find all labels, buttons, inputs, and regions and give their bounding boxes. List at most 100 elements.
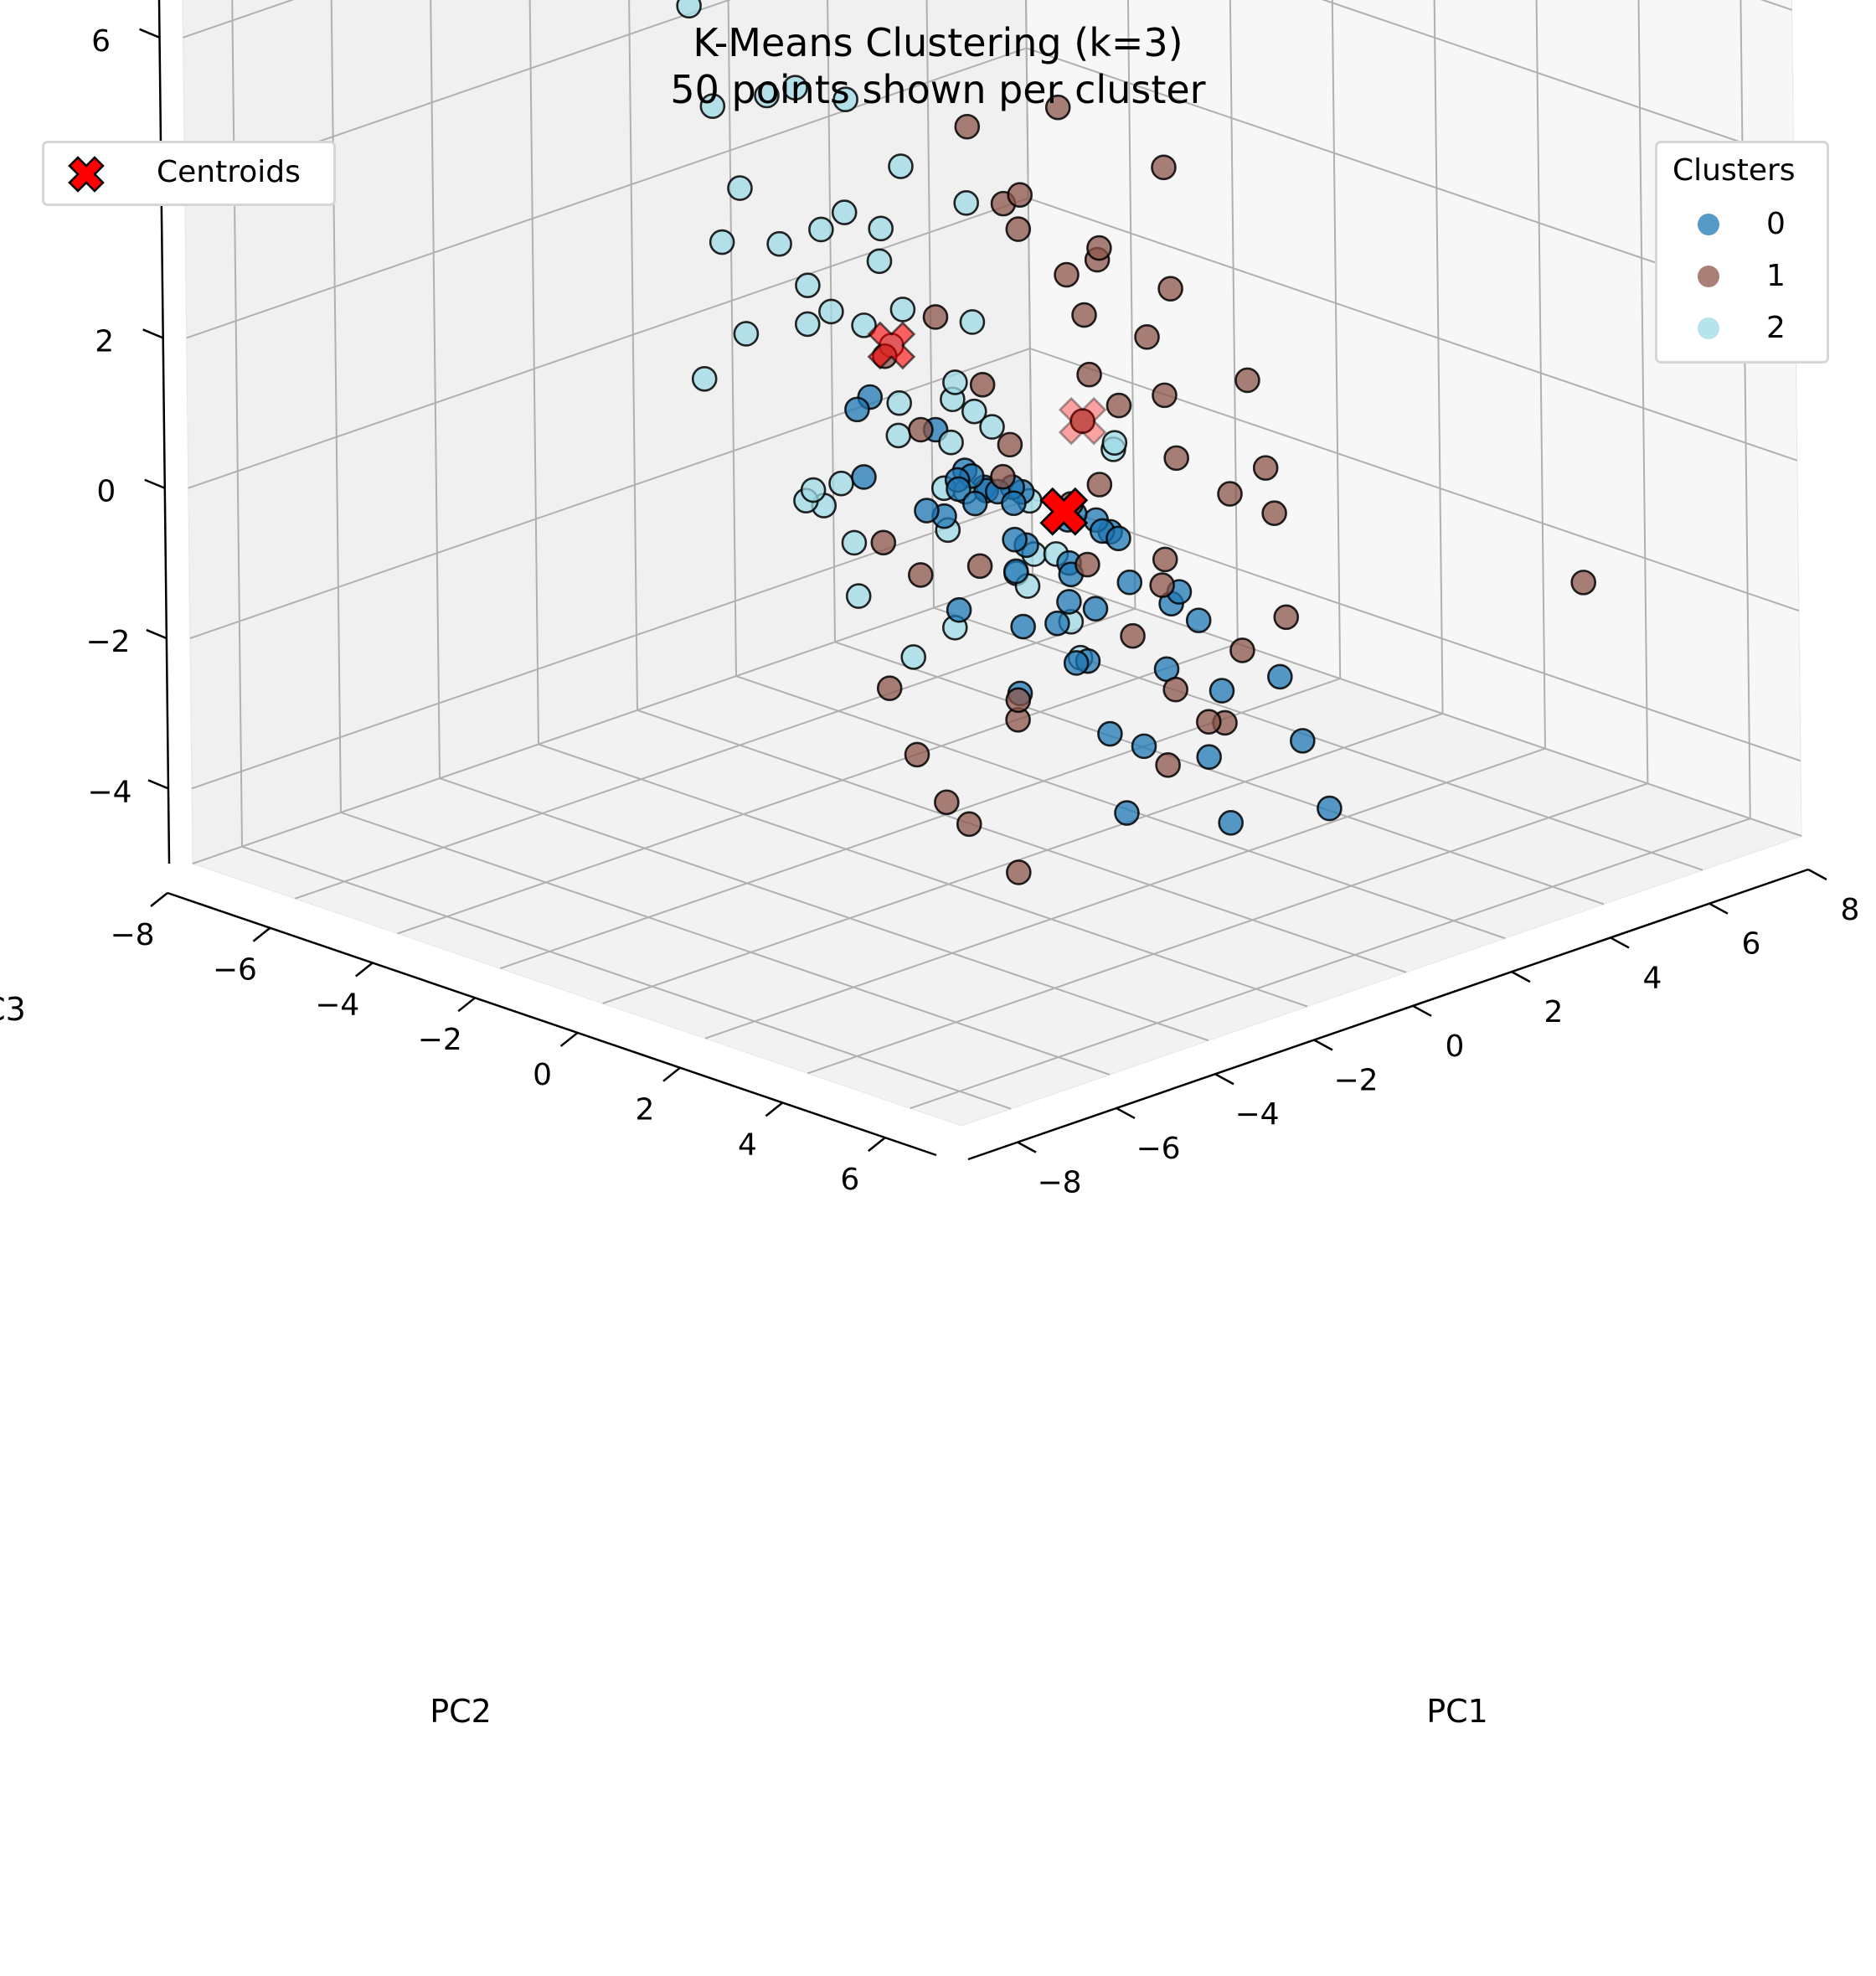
- z-axis-line: [157, 0, 171, 864]
- x-tick-mark: [1610, 936, 1630, 949]
- point-cluster-1: [1570, 570, 1596, 596]
- grid-line-y: [1126, 0, 1136, 609]
- point-cluster-2: [794, 311, 821, 338]
- point-cluster-1: [1229, 637, 1255, 663]
- point-cluster-2: [782, 75, 808, 101]
- grid-line-y: [397, 642, 1239, 935]
- grid-line-y: [1637, 0, 1649, 784]
- legend-label-0: 0: [1766, 207, 1786, 241]
- point-cluster-2: [818, 298, 844, 325]
- grid-line-y: [192, 573, 1033, 864]
- x-tick-label: 2: [1544, 995, 1564, 1029]
- point-cluster-1: [1149, 572, 1175, 598]
- point-cluster-2: [888, 153, 914, 179]
- point-cluster-1: [904, 741, 930, 768]
- point-cluster-0: [946, 596, 972, 623]
- point-cluster-2: [900, 644, 927, 670]
- point-cluster-0: [1114, 800, 1140, 826]
- point-cluster-1: [1076, 361, 1102, 388]
- point-cluster-2: [832, 86, 858, 113]
- grid-line-x: [538, 743, 1308, 1008]
- point-cluster-0: [1116, 569, 1143, 596]
- grid-line-x: [241, 845, 1012, 1110]
- centroid-legend-icon: [68, 156, 105, 193]
- grid-line-x: [1032, 573, 1802, 837]
- legend-entry-2: 2: [1698, 311, 1786, 345]
- z-tick-label: −4: [87, 775, 131, 809]
- point-cluster-0: [1063, 650, 1090, 676]
- point-cluster-2: [754, 82, 780, 109]
- grid-line-y: [1739, 0, 1751, 819]
- grid-line-y: [1535, 0, 1546, 749]
- point-cluster-0: [1082, 596, 1109, 622]
- grid-line-y: [1433, 0, 1444, 714]
- point-cluster-0: [851, 464, 877, 490]
- z-axis-label: PC3: [0, 991, 26, 1028]
- x-tick-mark: [1116, 1107, 1136, 1120]
- point-cluster-1: [956, 811, 982, 838]
- x-tick-label: 4: [1643, 961, 1662, 995]
- clusters-legend: Clusters 0 1 2: [1655, 141, 1829, 364]
- point-cluster-2: [886, 390, 913, 416]
- point-cluster-1: [1069, 408, 1095, 434]
- point-cluster-1: [870, 529, 897, 556]
- point-cluster-1: [1071, 302, 1097, 328]
- y-tick-mark: [355, 962, 374, 978]
- legend-entry-1: 1: [1698, 259, 1786, 293]
- x-tick-mark: [1511, 971, 1531, 983]
- y-tick-mark: [457, 997, 476, 1013]
- y-tick-label: −6: [213, 953, 257, 988]
- grid-line-x: [528, 0, 539, 745]
- grid-line-z: [1028, 197, 1798, 462]
- grid-line-y: [602, 712, 1443, 1004]
- grid-line-x: [628, 0, 638, 710]
- y-tick-label: 4: [738, 1127, 757, 1162]
- point-cluster-1: [1044, 94, 1071, 121]
- z-tick-mark: [147, 779, 169, 790]
- point-cluster-0: [1002, 558, 1029, 585]
- y-axis-label: PC2: [430, 1693, 492, 1730]
- x-tick-label: −6: [1136, 1132, 1180, 1166]
- y-tick-mark: [765, 1102, 784, 1117]
- plot-marks: [676, 0, 1596, 885]
- point-cluster-0: [1185, 607, 1212, 633]
- point-cluster-1: [969, 372, 996, 398]
- x-tick-label: −4: [1234, 1097, 1279, 1132]
- point-cluster-0: [1097, 720, 1123, 747]
- grid-line-x: [834, 641, 1605, 905]
- y-tick-label: −4: [315, 988, 359, 1022]
- y-tick-label: 6: [840, 1163, 859, 1197]
- point-cluster-2: [828, 470, 854, 497]
- point-cluster-1: [1005, 687, 1032, 714]
- x-tick-mark: [1807, 868, 1827, 881]
- z-tick-mark: [146, 628, 168, 640]
- axis-panes: [182, 0, 1803, 1127]
- grid-line-y: [910, 818, 1751, 1110]
- point-cluster-1: [1252, 455, 1279, 481]
- point-cluster-1: [922, 304, 949, 330]
- point-cluster-2: [953, 190, 979, 216]
- y-tick-mark: [150, 892, 168, 907]
- x-tick-mark: [1412, 1004, 1432, 1017]
- x-tick-mark: [1313, 1039, 1333, 1051]
- z-tick-mark: [144, 478, 166, 489]
- legend-swatch-1: [1698, 265, 1719, 287]
- legend-swatch-2: [1698, 317, 1719, 339]
- point-cluster-2: [800, 477, 827, 503]
- grid-line-y: [704, 747, 1546, 1040]
- point-cluster-2: [808, 216, 834, 243]
- centroids-legend-label: Centroids: [157, 155, 301, 189]
- point-cluster-2: [851, 312, 877, 338]
- point-cluster-2: [691, 365, 718, 392]
- legend-swatch-0: [1698, 213, 1719, 235]
- point-cluster-0: [844, 396, 870, 423]
- point-cluster-1: [1120, 622, 1146, 649]
- point-cluster-2: [676, 0, 702, 19]
- point-cluster-1: [934, 789, 960, 816]
- grid-line-z: [1321, 0, 1794, 162]
- grid-line-x: [439, 777, 1209, 1042]
- point-cluster-0: [1317, 795, 1343, 822]
- point-cluster-2: [868, 215, 894, 242]
- z-tick-label: 0: [96, 475, 116, 509]
